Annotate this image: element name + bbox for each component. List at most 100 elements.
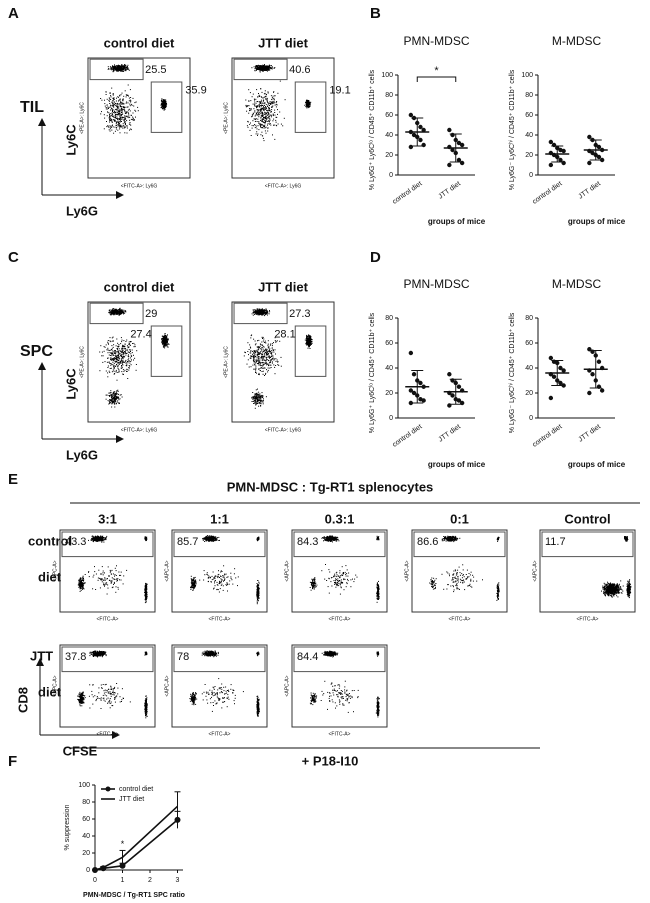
event-dot xyxy=(121,67,123,68)
event-dot xyxy=(108,129,110,131)
event-dot xyxy=(260,124,262,126)
event-dot xyxy=(110,397,112,399)
event-dot xyxy=(260,356,262,358)
event-dot xyxy=(214,537,216,539)
event-dot xyxy=(258,368,259,370)
event-dot xyxy=(216,538,218,540)
event-dot xyxy=(256,312,258,314)
event-dot xyxy=(247,359,249,361)
event-dot xyxy=(270,103,272,105)
event-dot xyxy=(117,389,119,391)
event-dot xyxy=(306,99,307,101)
event-dot xyxy=(119,350,121,352)
event-dot xyxy=(254,356,256,358)
event-dot xyxy=(163,346,165,348)
event-dot xyxy=(123,71,125,72)
event-dot xyxy=(97,577,99,579)
event-dot xyxy=(80,578,82,580)
event-dot xyxy=(112,358,114,360)
event-dot xyxy=(251,356,253,357)
event-dot xyxy=(309,342,311,344)
event-dot xyxy=(129,110,131,112)
event-dot xyxy=(255,369,257,371)
event-dot xyxy=(111,105,113,107)
event-dot xyxy=(260,65,262,67)
event-dot xyxy=(161,101,163,102)
event-dot xyxy=(167,334,168,336)
event-dot xyxy=(259,401,261,403)
event-dot xyxy=(118,114,119,116)
event-dot xyxy=(145,538,147,540)
event-dot xyxy=(270,95,272,97)
event-dot xyxy=(164,347,166,349)
event-dot xyxy=(308,103,310,104)
event-dot xyxy=(269,101,271,103)
event-dot xyxy=(274,124,276,126)
event-dot xyxy=(115,309,117,311)
event-dot xyxy=(254,344,256,346)
event-dot xyxy=(110,367,112,369)
event-dot xyxy=(113,98,115,100)
event-dot xyxy=(251,334,253,336)
event-dot xyxy=(144,588,146,590)
event-dot xyxy=(124,110,126,112)
event-dot xyxy=(309,337,311,339)
event-dot xyxy=(81,584,83,586)
event-dot xyxy=(254,351,256,353)
event-dot xyxy=(114,68,115,70)
event-dot xyxy=(259,346,260,348)
event-dot xyxy=(130,114,132,116)
event-dot xyxy=(111,118,112,120)
event-dot xyxy=(305,100,307,102)
event-dot xyxy=(251,125,253,127)
event-dot xyxy=(259,101,261,102)
event-dot xyxy=(260,109,262,111)
event-dot xyxy=(110,95,112,97)
event-dot xyxy=(255,65,257,66)
event-dot xyxy=(96,540,98,542)
event-dot xyxy=(122,311,124,313)
event-dot xyxy=(115,312,117,314)
event-dot xyxy=(124,351,126,353)
event-dot xyxy=(162,104,164,106)
event-dot xyxy=(126,111,128,113)
event-dot xyxy=(123,120,125,122)
event-dot xyxy=(269,121,270,123)
event-dot xyxy=(268,109,270,111)
event-dot xyxy=(252,399,254,400)
event-dot xyxy=(255,118,257,120)
event-dot xyxy=(254,401,256,403)
event-dot xyxy=(82,587,84,589)
event-dot xyxy=(306,336,308,338)
event-dot xyxy=(276,116,278,118)
event-dot xyxy=(108,99,110,101)
event-dot xyxy=(108,310,110,312)
event-dot xyxy=(124,343,126,345)
event-dot xyxy=(130,118,132,120)
event-dot xyxy=(120,343,122,345)
event-dot xyxy=(125,65,127,67)
event-dot xyxy=(255,102,257,104)
event-dot xyxy=(78,580,80,582)
event-dot xyxy=(266,99,268,101)
event-dot xyxy=(259,395,261,397)
event-dot xyxy=(109,121,110,123)
event-dot xyxy=(107,352,109,354)
event-dot xyxy=(122,103,124,105)
event-dot xyxy=(116,398,117,400)
event-dot xyxy=(109,313,111,315)
event-dot xyxy=(128,108,130,110)
event-dot xyxy=(122,361,124,363)
event-dot xyxy=(117,348,119,350)
event-dot xyxy=(126,127,128,129)
event-dot xyxy=(106,126,108,128)
event-dot xyxy=(121,121,122,122)
event-dot xyxy=(122,373,124,375)
axis-param: <FITC-A> xyxy=(97,616,119,622)
event-dot xyxy=(121,102,123,104)
event-dot xyxy=(129,367,130,369)
event-dot xyxy=(130,100,132,102)
event-dot xyxy=(109,395,110,397)
event-dot xyxy=(80,581,82,583)
event-dot xyxy=(114,67,116,69)
